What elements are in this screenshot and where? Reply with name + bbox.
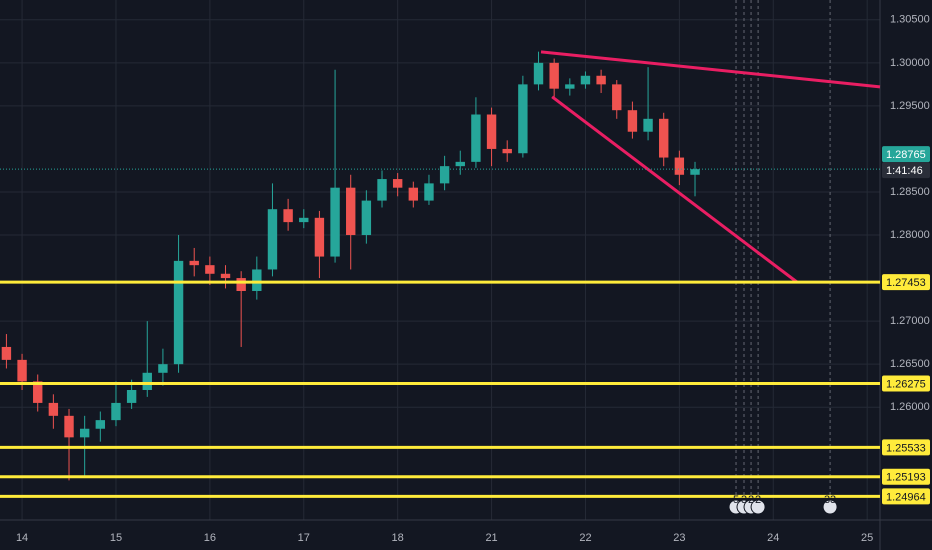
y-tick-label: 1.28000 (890, 229, 930, 241)
candle-body (299, 217, 309, 223)
candle-body (533, 62, 544, 85)
y-tick-label: 1.27000 (890, 315, 930, 327)
event-label: 33 (824, 494, 836, 506)
candle-body (158, 364, 168, 373)
candle-body (471, 114, 481, 162)
candle-body (596, 75, 606, 85)
candle-body (674, 157, 685, 175)
candle-body (659, 118, 669, 158)
y-tick-label: 1.28500 (890, 186, 930, 198)
y-tick-label: 1.30500 (890, 14, 930, 26)
candle-body (314, 217, 325, 257)
candle-body (643, 118, 653, 132)
level-label-box (882, 488, 930, 505)
trendline (540, 50, 881, 89)
candle-body (330, 187, 340, 257)
candle-body (392, 179, 403, 188)
x-tick-label: 16 (204, 532, 216, 544)
candle-body (565, 84, 575, 89)
x-tick-label: 22 (579, 532, 591, 544)
event-label: 3 (741, 494, 747, 506)
candle-body (408, 187, 419, 201)
event-label: 2 (748, 494, 754, 506)
y-tick-label: 1.26000 (890, 401, 930, 413)
candle-body (267, 209, 278, 270)
event-label: 5 (733, 494, 739, 506)
candle-body (1, 346, 12, 360)
candle-body (252, 269, 262, 291)
candle-body (142, 372, 152, 390)
candle-body (361, 200, 372, 236)
level-label-box (882, 439, 930, 456)
event-flag (750, 499, 766, 515)
candle-body (486, 114, 497, 149)
candle-body (518, 84, 528, 154)
countdown-label: 1:41:46 (886, 165, 923, 177)
countdown-box (882, 162, 930, 179)
x-tick-label: 24 (767, 532, 779, 544)
candle-body (627, 110, 638, 132)
candle-body (205, 265, 215, 274)
x-tick-label: 25 (861, 532, 873, 544)
candle-body (95, 420, 106, 429)
level-label-box (882, 375, 930, 392)
level-label: 1.26275 (886, 378, 926, 390)
y-tick-label: 1.30000 (890, 57, 930, 69)
x-tick-label: 17 (298, 532, 310, 544)
candle-body (17, 359, 27, 382)
candle-body (126, 390, 137, 403)
event-flag (822, 499, 838, 515)
x-tick-label: 15 (110, 532, 122, 544)
candle-body (189, 260, 199, 266)
candle-body (455, 161, 465, 167)
candle-body (111, 402, 121, 421)
candle-body (79, 428, 90, 438)
candle-body (33, 381, 43, 403)
candle-body (283, 209, 293, 223)
level-label-box (882, 274, 930, 291)
level-label: 1.25533 (886, 442, 926, 454)
event-label: 2 (755, 494, 761, 506)
candle-body (220, 273, 231, 279)
last-price-box (882, 146, 930, 163)
candle-body (64, 415, 74, 438)
y-tick-label: 1.26500 (890, 358, 930, 370)
x-tick-label: 18 (392, 532, 404, 544)
candle-body (502, 148, 512, 154)
candle-body (173, 260, 184, 365)
candle-body (690, 169, 700, 175)
x-tick-label: 14 (16, 532, 28, 544)
level-label: 1.25193 (886, 472, 926, 484)
level-label-box (882, 468, 930, 485)
x-tick-label: 23 (673, 532, 685, 544)
candle-body (48, 402, 59, 416)
last-price-label: 1.28765 (886, 149, 926, 161)
candle-body (612, 84, 622, 111)
x-tick-label: 21 (485, 532, 497, 544)
candle-body (549, 62, 559, 89)
candle-body (424, 183, 434, 201)
candle-body (580, 75, 591, 85)
y-tick-label: 1.29500 (890, 100, 930, 112)
candle-body (439, 166, 450, 184)
level-label: 1.24964 (886, 491, 926, 503)
candle-body (236, 278, 246, 291)
candle-body (377, 179, 387, 201)
trendline (551, 95, 798, 284)
candle-body (346, 187, 356, 236)
level-label: 1.27453 (886, 277, 926, 289)
